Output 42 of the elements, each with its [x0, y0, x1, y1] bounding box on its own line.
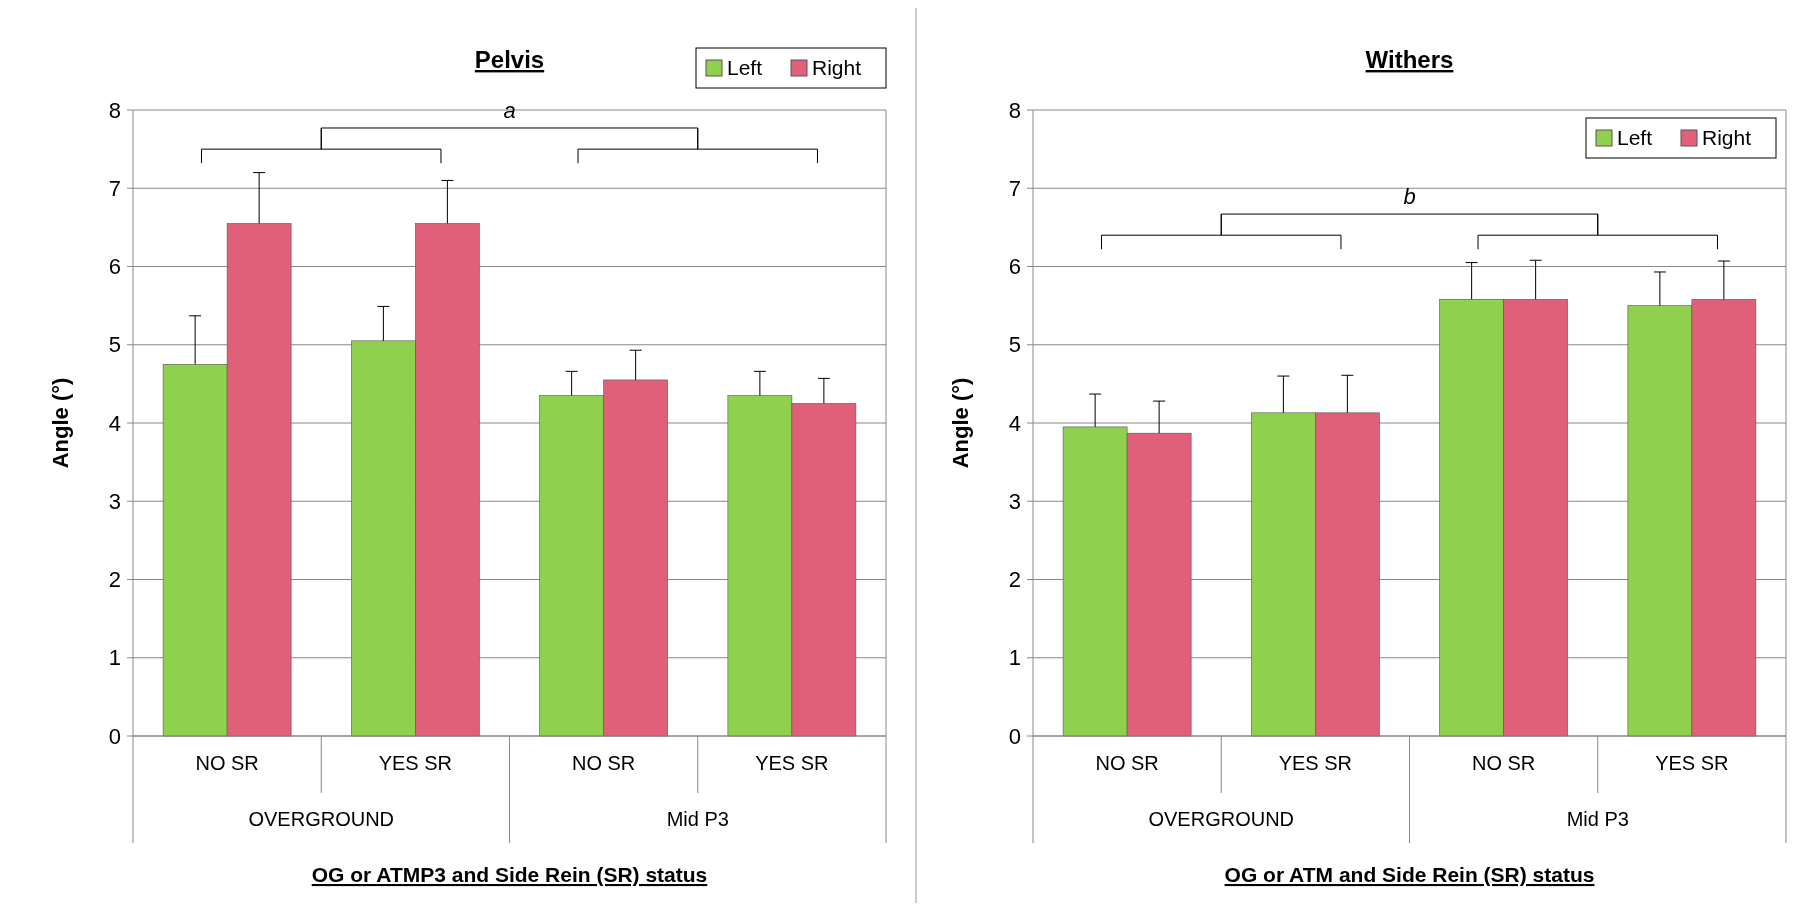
text: Mid P3	[666, 808, 729, 830]
y-tick-label: 3	[1008, 488, 1021, 514]
legend-label: Left	[727, 56, 763, 80]
y-tick-label: 3	[108, 488, 121, 514]
y-tick-label: 8	[108, 97, 121, 123]
y-tick-label: 4	[1008, 410, 1021, 436]
x-tick-label: NO SR	[195, 752, 259, 774]
chart-title: Pelvis	[474, 46, 545, 73]
x-tick-label: YES SR	[378, 752, 453, 774]
y-tick-label: 0	[1008, 723, 1021, 749]
x-tick-label: YES SR	[1278, 752, 1353, 774]
x-tick-label: NO SR	[1471, 752, 1536, 774]
annotation: b	[1403, 184, 1416, 210]
y-tick-label: 2	[1008, 567, 1021, 593]
y-tick-label: 6	[1008, 254, 1021, 280]
y-tick-label: 2	[108, 567, 121, 593]
x-tick-label: NO SR	[571, 752, 636, 774]
y-axis-title: Angle (°)	[948, 377, 973, 469]
y-tick-label: 4	[108, 410, 121, 436]
y-tick-label: 1	[1008, 645, 1021, 671]
y-tick-label: 0	[108, 723, 121, 749]
x-axis-title: OG or ATMP3 and Side Rein (SR) status	[311, 863, 708, 886]
legend-label: Left	[1617, 126, 1653, 150]
text: OVERGROUND	[1148, 808, 1295, 830]
y-tick-label: 5	[1008, 332, 1021, 358]
legend-label: Right	[1702, 126, 1752, 150]
text: OVERGROUND	[248, 808, 395, 830]
x-tick-label: YES SR	[755, 752, 829, 774]
y-axis-title: Angle (°)	[48, 377, 73, 469]
x-tick-label: YES SR	[1655, 752, 1729, 774]
text: Mid P3	[1566, 808, 1629, 830]
annotation: a	[503, 98, 516, 123]
y-tick-label: 1	[108, 645, 121, 671]
y-tick-label: 7	[108, 175, 121, 201]
y-tick-label: 6	[108, 254, 121, 280]
y-tick-label: 8	[1008, 97, 1021, 123]
x-tick-label: NO SR	[1095, 752, 1159, 774]
chart-title: Withers	[1365, 46, 1454, 73]
x-axis-title: OG or ATM and Side Rein (SR) status	[1224, 863, 1595, 886]
y-tick-label: 7	[1008, 175, 1021, 201]
y-tick-label: 5	[108, 332, 121, 358]
legend-label: Right	[812, 56, 862, 80]
